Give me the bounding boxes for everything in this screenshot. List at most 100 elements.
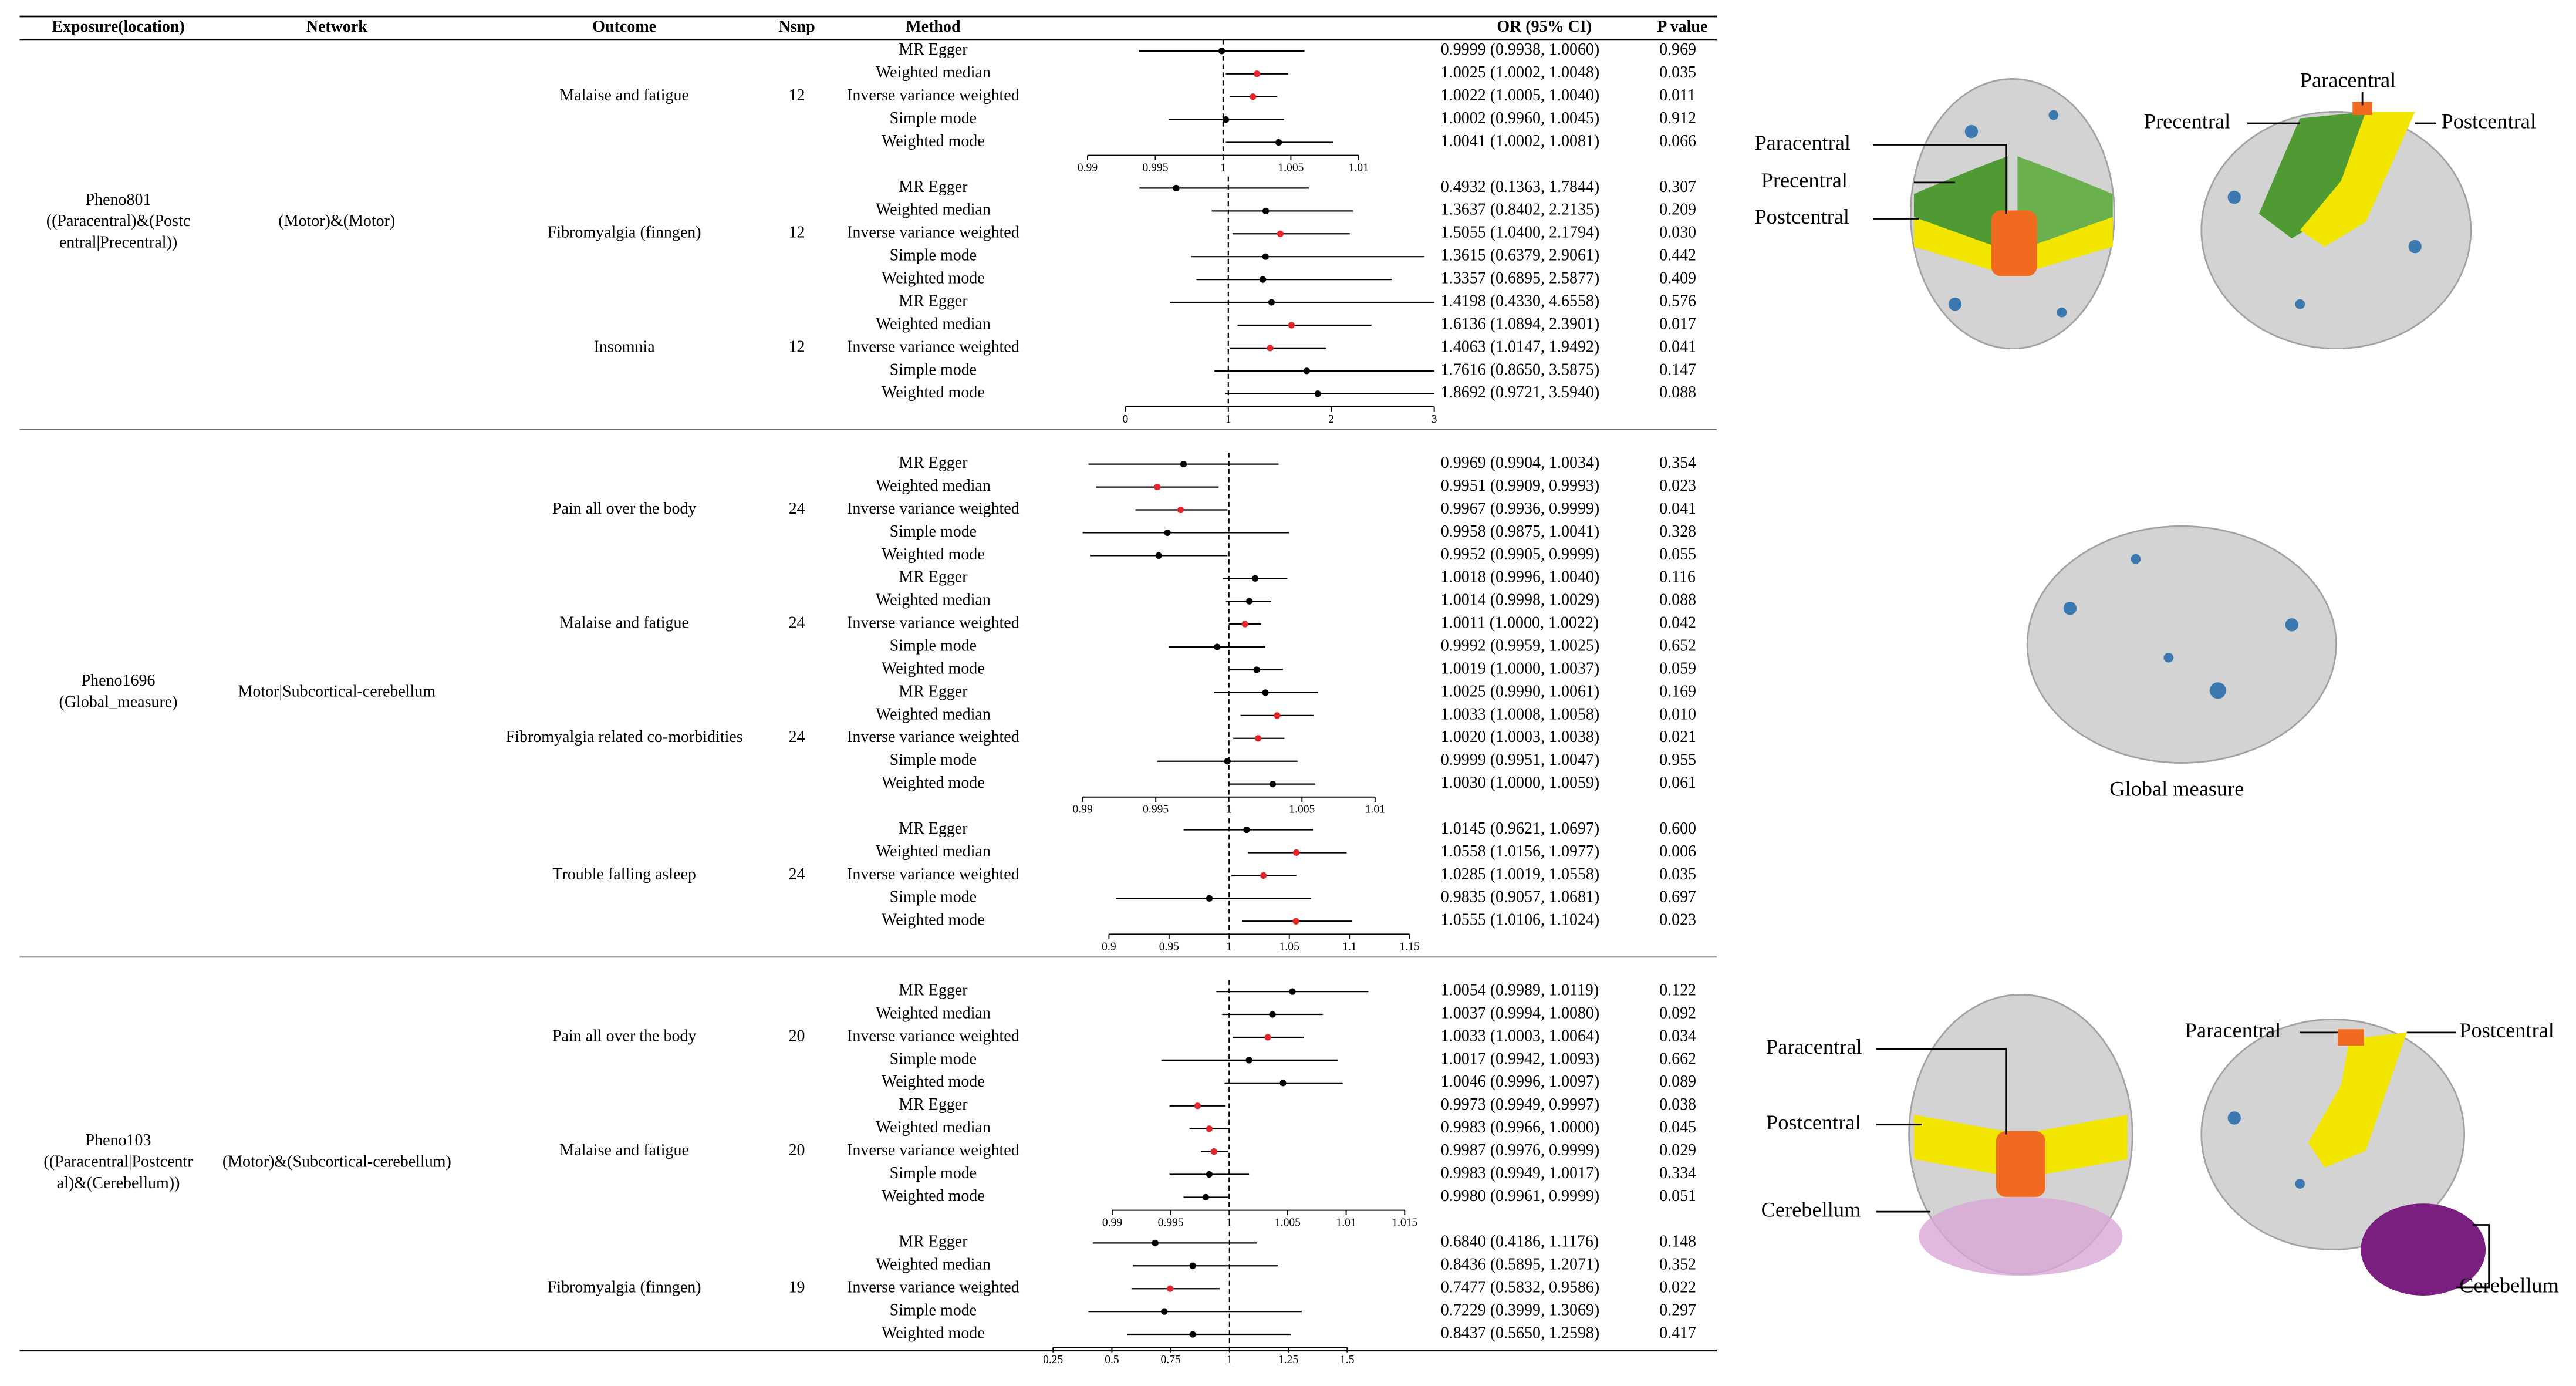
tick-label: 0.95 — [1159, 940, 1179, 953]
or-point — [1167, 1285, 1174, 1292]
or-point — [1274, 712, 1281, 719]
tick-label: 0.99 — [1072, 804, 1092, 816]
method: Simple mode — [890, 109, 977, 127]
nsnp: 19 — [789, 1279, 805, 1297]
region-label: Postcentral — [1766, 1111, 1861, 1134]
or-ci: 1.0033 (1.0008, 1.0058) — [1441, 705, 1599, 723]
tick-label: 1 — [1227, 1354, 1233, 1366]
method: MR Egger — [899, 820, 968, 838]
method: MR Egger — [899, 682, 968, 700]
or-ci: 0.8436 (0.5895, 1.2071) — [1441, 1256, 1599, 1274]
or-ci: 0.9952 (0.9905, 0.9999) — [1441, 545, 1599, 564]
or-point — [1222, 116, 1230, 123]
nsnp: 24 — [789, 614, 805, 632]
region-label: Precentral — [1761, 168, 1848, 192]
exposure: ((Paracentral|Postcentr — [43, 1153, 193, 1171]
p-value: 0.029 — [1659, 1141, 1696, 1159]
tick-label: 0.5 — [1105, 1354, 1119, 1366]
p-value: 0.307 — [1659, 178, 1696, 196]
outcome: Malaise and fatigue — [559, 86, 689, 104]
exposure: entral|Precentral)) — [59, 234, 177, 252]
method: Weighted mode — [882, 774, 985, 792]
region-label: Postcentral — [2441, 109, 2536, 133]
tick-label: 1 — [1226, 804, 1232, 816]
network: Motor|Subcortical-cerebellum — [238, 682, 436, 700]
or-point — [1253, 666, 1260, 673]
or-point — [1224, 758, 1231, 765]
exposure: Pheno801 — [86, 191, 151, 209]
or-ci: 1.6136 (1.0894, 2.3901) — [1441, 315, 1599, 333]
or-point — [1268, 299, 1275, 306]
p-value: 0.600 — [1659, 820, 1696, 838]
method: Inverse variance weighted — [847, 1141, 1019, 1159]
or-ci: 0.8437 (0.5650, 1.2598) — [1441, 1324, 1599, 1342]
or-point — [1264, 1034, 1271, 1041]
tick-label: 1.01 — [1365, 804, 1385, 816]
method: Simple mode — [890, 636, 977, 655]
or-ci: 0.7229 (0.3999, 1.3069) — [1441, 1301, 1599, 1320]
method: Weighted median — [876, 591, 991, 609]
or-point — [1254, 735, 1262, 742]
region-label: Paracentral — [2185, 1019, 2281, 1042]
or-ci: 1.0002 (0.9960, 1.0045) — [1441, 109, 1599, 127]
p-value: 0.697 — [1659, 888, 1696, 906]
or-point — [1260, 872, 1267, 879]
tick-label: 1.01 — [1336, 1217, 1356, 1229]
or-point — [1154, 483, 1161, 491]
method: MR Egger — [899, 1233, 968, 1251]
or-ci: 1.0033 (1.0003, 1.0064) — [1441, 1027, 1599, 1045]
p-value: 0.088 — [1659, 383, 1696, 402]
or-point — [1288, 322, 1295, 329]
method: Simple mode — [890, 522, 977, 541]
method: Simple mode — [890, 247, 977, 265]
or-ci: 1.0022 (1.0005, 1.0040) — [1441, 86, 1599, 104]
tick-label: 1.005 — [1275, 1217, 1301, 1229]
or-ci: 1.0025 (0.9990, 1.0061) — [1441, 682, 1599, 700]
p-value: 0.088 — [1659, 591, 1696, 609]
or-ci: 1.0046 (0.9996, 1.0097) — [1441, 1073, 1599, 1091]
or-point — [1164, 529, 1171, 537]
or-ci: 1.5055 (1.0400, 2.1794) — [1441, 224, 1599, 242]
p-value: 0.089 — [1659, 1073, 1696, 1091]
outcome: Fibromyalgia (finngen) — [548, 224, 701, 242]
p-value: 0.045 — [1659, 1118, 1696, 1137]
or-ci: 0.6840 (0.4186, 1.1176) — [1441, 1233, 1599, 1251]
tick-label: 0 — [1122, 413, 1128, 426]
method: Weighted median — [876, 705, 991, 723]
region-label: Cerebellum — [2459, 1273, 2559, 1297]
tick-label: 1.015 — [1392, 1217, 1417, 1229]
outcome: Trouble falling asleep — [552, 865, 696, 883]
p-value: 0.023 — [1659, 911, 1696, 929]
p-value: 0.051 — [1659, 1187, 1696, 1205]
method: MR Egger — [899, 292, 968, 310]
method: Simple mode — [890, 1050, 977, 1068]
tick-label: 0.99 — [1078, 162, 1098, 174]
or-ci: 0.9951 (0.9909, 0.9993) — [1441, 477, 1599, 495]
nsnp: 24 — [789, 865, 805, 883]
or-point — [1262, 253, 1269, 260]
tick-label: 1.15 — [1400, 940, 1420, 953]
or-ci: 1.4063 (1.0147, 1.9492) — [1441, 338, 1599, 356]
exposure: (Global_measure) — [59, 693, 178, 711]
p-value: 0.041 — [1659, 338, 1696, 356]
or-point — [1206, 1125, 1213, 1132]
nsnp: 20 — [789, 1027, 805, 1045]
or-point — [1254, 70, 1261, 77]
region-label: Paracentral — [2300, 68, 2396, 92]
or-ci: 1.0558 (1.0156, 1.0977) — [1441, 842, 1599, 861]
method: Weighted median — [876, 315, 991, 333]
header: Outcome — [592, 18, 656, 36]
header: P value — [1657, 18, 1707, 36]
region-label: Cerebellum — [1761, 1198, 1861, 1221]
p-value: 0.912 — [1659, 109, 1696, 127]
tick-label: 1.5 — [1340, 1354, 1355, 1366]
or-point — [1267, 345, 1274, 352]
or-ci: 0.9999 (0.9951, 1.0047) — [1441, 751, 1599, 769]
nsnp: 12 — [789, 224, 805, 242]
or-ci: 1.0041 (1.0002, 1.0081) — [1441, 132, 1599, 150]
exposure: Pheno1696 — [82, 672, 156, 690]
method: Inverse variance weighted — [847, 86, 1019, 104]
or-point — [1180, 461, 1187, 468]
or-point — [1293, 849, 1300, 856]
